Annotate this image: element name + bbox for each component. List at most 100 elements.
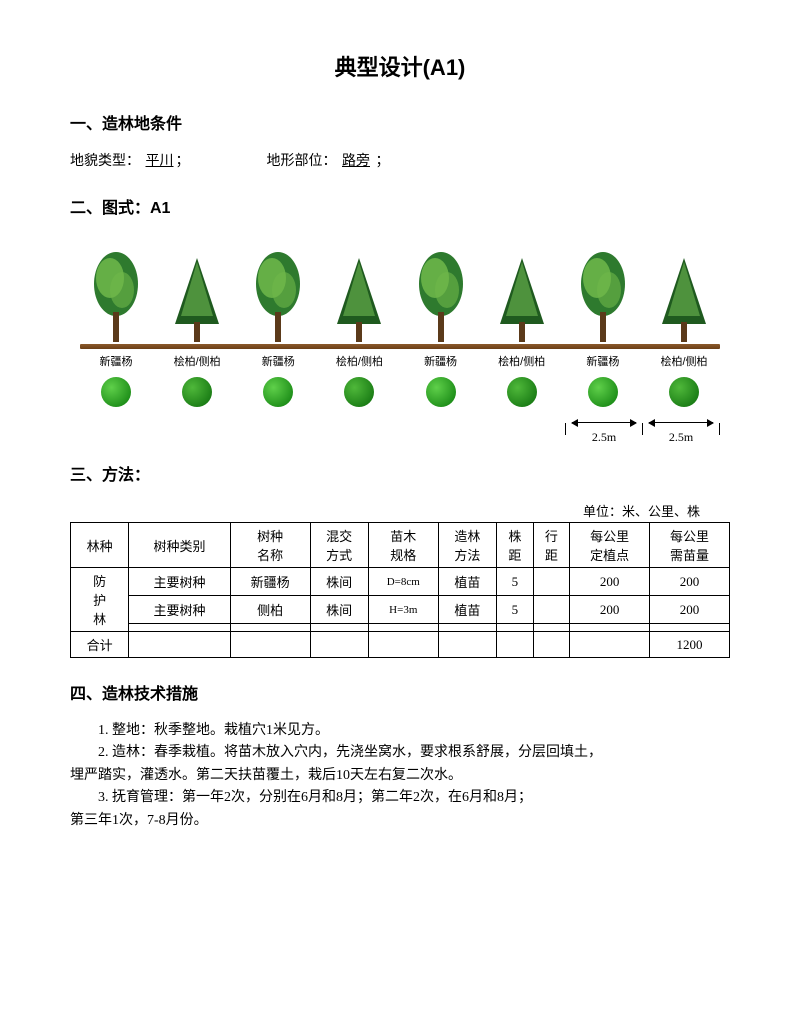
page-title: 典型设计(A1) — [70, 50, 730, 82]
forest-type-cell: 防护林 — [71, 568, 129, 632]
section3-heading: 三、方法： — [70, 461, 730, 485]
spacing-measure: 2.5m 2.5m — [70, 407, 730, 441]
table-cell — [230, 632, 310, 658]
method-table: 林种树种类别树种名称混交方式苗木规格造林方法株距行距每公里定植点每公里需苗量 防… — [70, 522, 730, 658]
table-cell — [129, 632, 230, 658]
section4-heading: 四、造林技术措施 — [70, 680, 730, 704]
table-cell: 植苗 — [438, 568, 496, 596]
table-cell — [438, 632, 496, 658]
table-total-row: 合计 1200 — [71, 632, 730, 658]
spacing-label: 2.5m — [592, 430, 616, 445]
tree-cypress-icon — [323, 256, 395, 344]
tree-poplar-icon — [405, 248, 477, 344]
table-cell — [310, 632, 368, 658]
measure-line: 埋严踏实，灌透水。第二天扶苗覆土，栽后10天左右复二次水。 — [70, 765, 730, 787]
table-header: 树种名称 — [230, 523, 310, 568]
table-cell: 200 — [650, 596, 730, 624]
tree-poplar-icon — [567, 248, 639, 344]
terrain-value: 路旁 — [340, 154, 372, 169]
tree-label: 桧柏/侧柏 — [648, 353, 720, 369]
table-cell: 株间 — [310, 568, 368, 596]
table-cell — [497, 632, 534, 658]
measure-line: 2. 造林：春季栽植。将苗木放入穴内，先浇坐窝水，要求根系舒展，分层回填土， — [70, 742, 730, 764]
tree-poplar-icon — [80, 248, 152, 344]
unit-line: 单位：米、公里、株 — [70, 501, 730, 520]
spacing-label: 2.5m — [669, 430, 693, 445]
table-cell: 株间 — [310, 596, 368, 624]
tree-cypress-icon — [648, 256, 720, 344]
semicolon: ； — [376, 154, 390, 169]
plan-view-circle-icon — [101, 377, 131, 407]
tree-cypress-icon — [486, 256, 558, 344]
landform-label: 地貌类型： — [70, 154, 140, 169]
table-cell — [570, 624, 650, 632]
landform-value: 平川 — [144, 154, 176, 169]
measure-line: 1. 整地：秋季整地。栽植穴1米见方。 — [70, 720, 730, 742]
plan-view-circle-icon — [182, 377, 212, 407]
table-cell — [129, 624, 230, 632]
tree-label: 新疆杨 — [242, 353, 314, 369]
plan-view-circle-icon — [588, 377, 618, 407]
tree-cypress-icon — [161, 256, 233, 344]
tree-label: 桧柏/侧柏 — [323, 353, 395, 369]
table-cell — [533, 624, 570, 632]
table-row: 主要树种侧柏株间H=3m植苗5 200200 — [71, 596, 730, 624]
table-row: 防护林主要树种新疆杨株间D=8cm植苗5200200 — [71, 568, 730, 596]
plan-view-circle-icon — [263, 377, 293, 407]
semicolon: ； — [176, 154, 190, 169]
table-cell — [533, 632, 570, 658]
table-cell: 5 — [497, 596, 534, 624]
total-value: 1200 — [650, 632, 730, 658]
table-cell: 5 — [497, 568, 534, 596]
table-cell — [533, 568, 570, 596]
table-cell — [368, 632, 438, 658]
plan-view-circle-icon — [507, 377, 537, 407]
table-cell — [533, 596, 570, 624]
tree-label: 桧柏/侧柏 — [486, 353, 558, 369]
section2-heading: 二、图式：A1 — [70, 194, 730, 218]
terrain-label: 地形部位： — [267, 154, 337, 169]
tree-label: 新疆杨 — [80, 353, 152, 369]
measure-line: 第三年1次，7-8月份。 — [70, 810, 730, 832]
table-cell: 主要树种 — [129, 568, 230, 596]
total-label: 合计 — [71, 632, 129, 658]
table-row — [71, 624, 730, 632]
table-header: 苗木规格 — [368, 523, 438, 568]
table-header: 行距 — [533, 523, 570, 568]
plan-view-circle-icon — [426, 377, 456, 407]
tree-poplar-icon — [242, 248, 314, 344]
table-cell — [438, 624, 496, 632]
table-cell: 新疆杨 — [230, 568, 310, 596]
table-cell: 200 — [570, 568, 650, 596]
table-header: 林种 — [71, 523, 129, 568]
tree-label: 新疆杨 — [405, 353, 477, 369]
conditions-line: 地貌类型： 平川； 地形部位： 路旁 ； — [70, 150, 730, 170]
table-header: 混交方式 — [310, 523, 368, 568]
table-cell: 植苗 — [438, 596, 496, 624]
tree-label: 新疆杨 — [567, 353, 639, 369]
planting-diagram: 新疆杨桧柏/侧柏新疆杨桧柏/侧柏新疆杨桧柏/侧柏新疆杨桧柏/侧柏 2.5m 2.… — [70, 248, 730, 441]
measure-line: 3. 抚育管理：第一年2次，分别在6月和8月；第二年2次，在6月和8月； — [70, 787, 730, 809]
table-cell — [368, 624, 438, 632]
plan-view-circle-icon — [669, 377, 699, 407]
plan-view-circle-icon — [344, 377, 374, 407]
table-header: 每公里定植点 — [570, 523, 650, 568]
tree-label: 桧柏/侧柏 — [161, 353, 233, 369]
table-cell — [230, 624, 310, 632]
table-cell — [570, 632, 650, 658]
table-cell: 侧柏 — [230, 596, 310, 624]
section1-heading: 一、造林地条件 — [70, 110, 730, 134]
table-cell: H=3m — [368, 596, 438, 624]
table-header: 株距 — [497, 523, 534, 568]
table-header: 每公里需苗量 — [650, 523, 730, 568]
table-cell — [650, 624, 730, 632]
table-header: 树种类别 — [129, 523, 230, 568]
table-cell: 200 — [570, 596, 650, 624]
table-cell — [310, 624, 368, 632]
table-cell: 主要树种 — [129, 596, 230, 624]
table-cell: 200 — [650, 568, 730, 596]
table-cell — [497, 624, 534, 632]
table-cell: D=8cm — [368, 568, 438, 596]
measures-text: 1. 整地：秋季整地。栽植穴1米见方。2. 造林：春季栽植。将苗木放入穴内，先浇… — [70, 720, 730, 832]
table-header: 造林方法 — [438, 523, 496, 568]
